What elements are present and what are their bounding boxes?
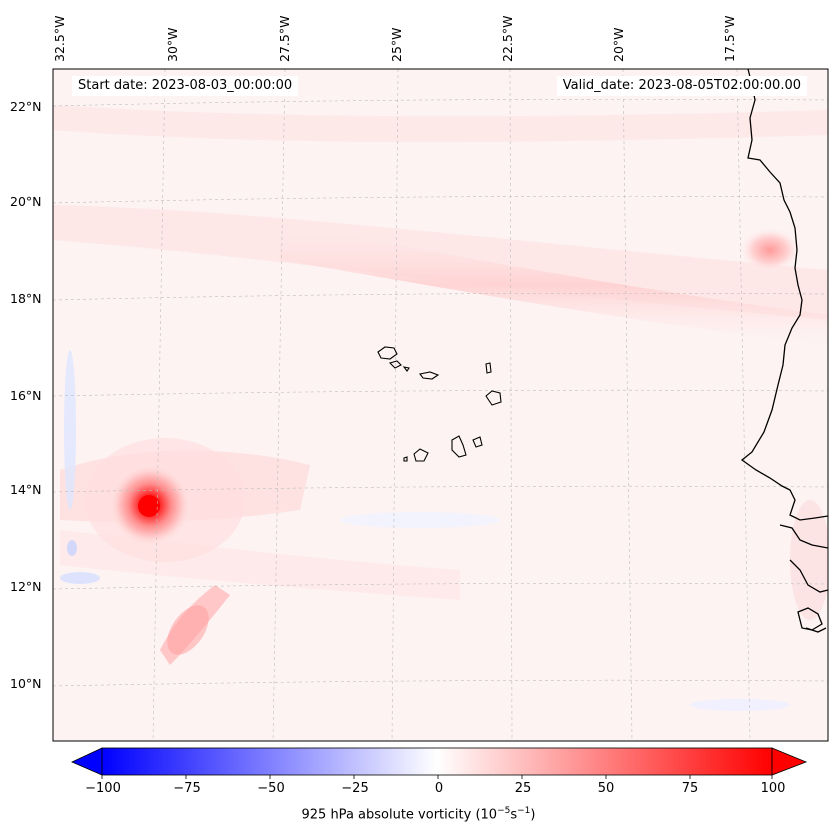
lat-label-12n: 12°N — [10, 579, 42, 594]
colorbar-max-extend — [771, 747, 808, 776]
colorbar-tick: 100 — [760, 781, 786, 796]
colorbar-tick: 50 — [597, 781, 615, 796]
colorbar-label-mid: s — [510, 807, 518, 823]
lat-label-16n: 16°N — [10, 388, 42, 403]
colorbar-label: 925 hPa absolute vorticity (10−5s−1) — [0, 806, 837, 822]
lat-label-18n: 18°N — [10, 291, 42, 306]
africa-coastline — [740, 69, 828, 633]
island-sal — [485, 362, 492, 374]
colorbar-label-suffix: ) — [530, 807, 536, 823]
colorbar-label-exp2: −1 — [517, 806, 531, 816]
lon-label-22-5w: 22.5°W — [500, 15, 515, 62]
colorbar-min-extend — [71, 747, 103, 776]
island-sao-vicente — [388, 360, 402, 369]
island-santo-antao — [377, 346, 398, 360]
island-maio — [472, 436, 483, 448]
vorticity-field — [53, 69, 828, 741]
lat-label-14n: 14°N — [10, 482, 42, 497]
colorbar-label-exp1: −5 — [497, 806, 511, 816]
colorbar-tick: −50 — [257, 781, 285, 796]
graticule — [53, 69, 828, 741]
colorbar-tick: −75 — [173, 781, 201, 796]
lat-label-22n: 22°N — [10, 99, 42, 114]
colorbar-tick: 25 — [514, 781, 532, 796]
island-fogo — [413, 448, 429, 462]
colorbar-bar — [101, 747, 773, 776]
island-santa-luzia — [402, 366, 410, 372]
colorbar-label-prefix: 925 hPa absolute vorticity (10 — [301, 807, 498, 823]
lon-label-30w: 30°W — [165, 27, 180, 62]
colorbar-tick: −25 — [341, 781, 369, 796]
lat-label-10n: 10°N — [10, 676, 42, 691]
colorbar-tick: −100 — [85, 781, 121, 796]
map-frame — [52, 68, 829, 742]
lon-label-17-5w: 17.5°W — [722, 15, 737, 62]
lat-label-20n: 20°N — [10, 194, 42, 209]
lon-label-20w: 20°W — [611, 27, 626, 62]
lon-label-25w: 25°W — [389, 27, 404, 62]
cape-verde-islands — [377, 346, 502, 462]
lon-label-32-5w: 32.5°W — [52, 15, 67, 62]
colorbar-tick: 0 — [434, 781, 444, 796]
island-santiago — [451, 435, 467, 458]
colorbar-tick: 75 — [681, 781, 699, 796]
island-boa-vista — [485, 390, 502, 406]
colorbar — [71, 747, 808, 779]
island-brava — [403, 456, 408, 462]
island-sao-nicolau — [419, 371, 440, 380]
start-date-label: Start date: 2023-08-03_00:00:00 — [72, 76, 299, 96]
lon-label-27-5w: 27.5°W — [277, 15, 292, 62]
valid-date-label: Valid_date: 2023-08-05T02:00:00.00 — [556, 76, 807, 96]
